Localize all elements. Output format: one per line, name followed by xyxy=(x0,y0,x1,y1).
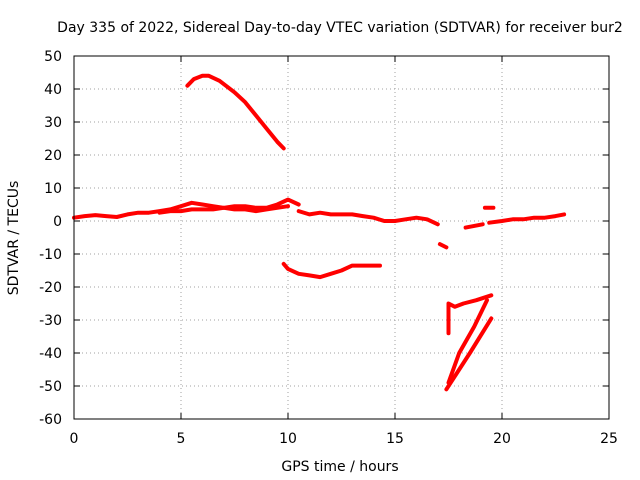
series-baseline-0-10h xyxy=(72,197,301,220)
series-baseline-19-23h xyxy=(487,212,567,225)
x-tick-label: 15 xyxy=(386,431,404,447)
series-v-shape-c xyxy=(446,298,489,385)
x-tick-label: 25 xyxy=(600,431,618,447)
y-tick-label: -50 xyxy=(39,379,62,395)
y-tick-label: -60 xyxy=(39,412,62,428)
series-v-shape-b xyxy=(444,316,494,392)
series-layer xyxy=(72,73,567,392)
x-axis-label: GPS time / hours xyxy=(281,459,398,475)
x-tick-label: 10 xyxy=(279,431,297,447)
x-tick-label: 5 xyxy=(177,431,186,447)
x-tick-label: 0 xyxy=(70,431,79,447)
series-v-shape-a xyxy=(446,293,494,336)
y-tick-label: 20 xyxy=(44,148,62,164)
axis-ticks: 0 5 10 15 20 25 -60 -50 -40 -30 -20 -10 0 10 20 30 40 50 xyxy=(39,49,618,447)
chart-title: Day 335 of 2022, Sidereal Day-to-day VTE… xyxy=(57,20,623,36)
y-tick-label: 10 xyxy=(44,181,62,197)
series-dip-17h xyxy=(437,242,449,250)
y-tick-label: -40 xyxy=(39,346,62,362)
series-baseline-10-17h xyxy=(296,209,440,227)
y-tick-label: 40 xyxy=(44,82,62,98)
y-tick-label: 30 xyxy=(44,115,62,131)
series-seg-18h xyxy=(463,222,485,230)
grid xyxy=(74,56,609,419)
y-tick-label: 0 xyxy=(53,214,62,230)
series-arc-high xyxy=(185,73,286,151)
plot-frame xyxy=(73,55,610,420)
y-tick-label: -10 xyxy=(39,247,62,263)
x-tick-label: 20 xyxy=(493,431,511,447)
y-tick-label: -20 xyxy=(39,280,62,296)
series-baseline-lower-band xyxy=(157,204,290,215)
y-axis-label: SDTVAR / TECUs xyxy=(6,181,22,296)
y-tick-label: 50 xyxy=(44,49,62,65)
y-tick-label: -30 xyxy=(39,313,62,329)
series-arc-low xyxy=(281,261,382,280)
